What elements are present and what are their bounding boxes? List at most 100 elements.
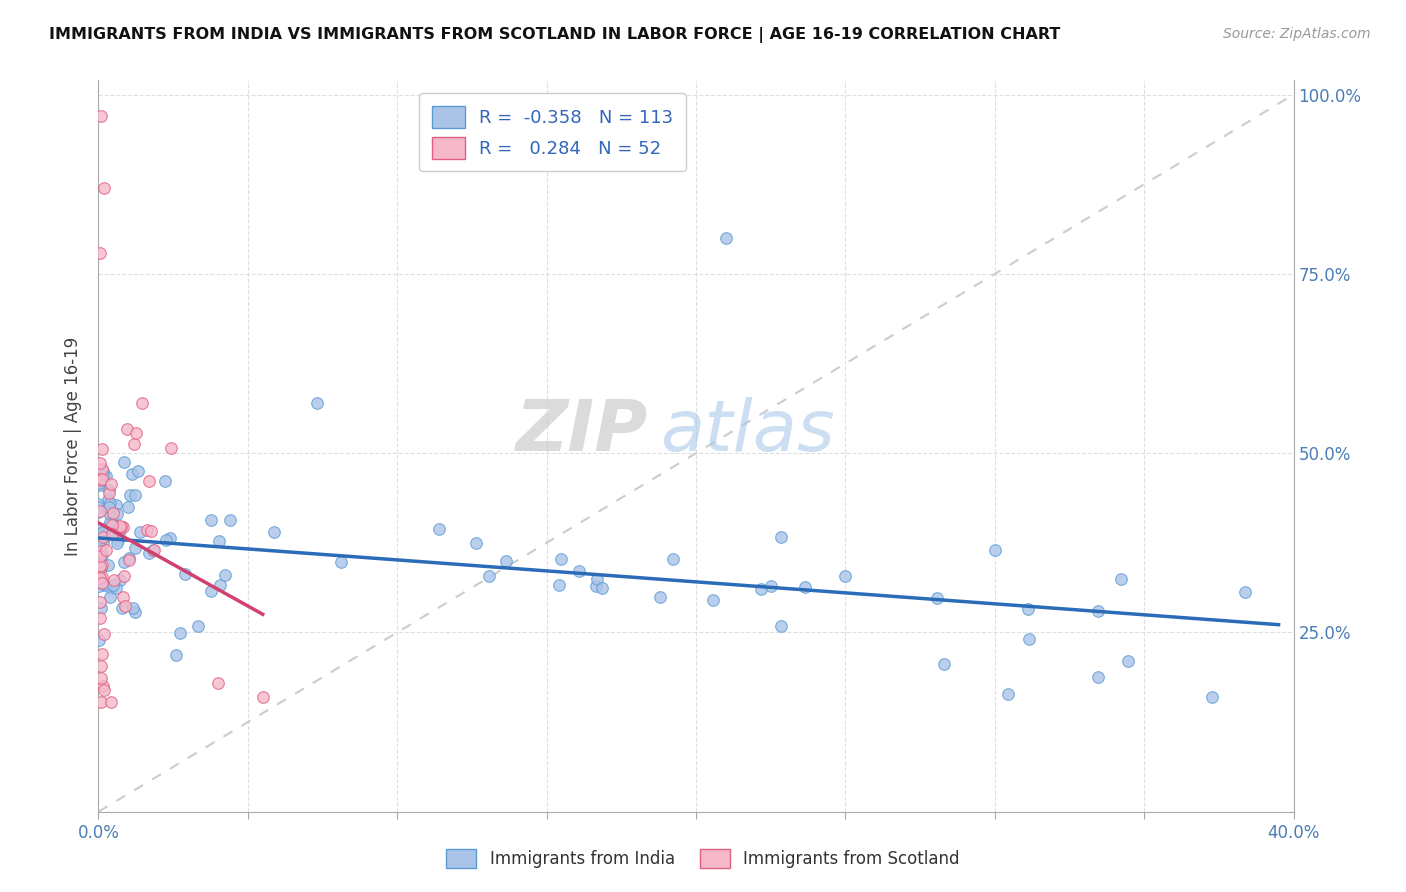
- Point: [89, 473, 111, 487]
- Point: [1018, 632, 1040, 646]
- Point: [111, 601, 134, 615]
- Point: [115, 422, 138, 436]
- Point: [200, 512, 222, 526]
- Point: [110, 520, 132, 534]
- Point: [87, 500, 110, 515]
- Point: [89, 540, 111, 554]
- Point: [87, 521, 110, 535]
- Point: [662, 552, 685, 566]
- Point: [98, 496, 121, 510]
- Point: [124, 488, 146, 502]
- Point: [567, 564, 589, 578]
- Point: [208, 534, 231, 549]
- Point: [108, 518, 131, 533]
- Point: [89, 456, 111, 470]
- Point: [93, 578, 115, 592]
- Point: [93, 683, 115, 698]
- Point: [984, 542, 1007, 557]
- Point: [103, 506, 125, 520]
- Point: [997, 687, 1019, 701]
- Point: [91, 525, 114, 540]
- Point: [90, 671, 112, 685]
- Point: [139, 524, 162, 538]
- Point: [138, 546, 160, 560]
- Point: [90, 601, 112, 615]
- Point: [98, 483, 121, 497]
- Point: [118, 553, 141, 567]
- Point: [91, 570, 114, 584]
- Legend: R =  -0.358   N = 113, R =   0.284   N = 52: R = -0.358 N = 113, R = 0.284 N = 52: [419, 93, 686, 171]
- Point: [112, 568, 135, 582]
- Point: [330, 555, 353, 569]
- Point: [932, 657, 955, 671]
- Point: [107, 533, 129, 547]
- Point: [427, 522, 450, 536]
- Point: [159, 531, 181, 545]
- Point: [87, 579, 110, 593]
- Point: [125, 426, 148, 441]
- Point: [207, 675, 229, 690]
- Point: [759, 579, 782, 593]
- Point: [208, 577, 231, 591]
- Point: [110, 573, 132, 587]
- Point: [103, 573, 125, 587]
- Point: [91, 536, 114, 550]
- Point: [91, 469, 114, 483]
- Point: [769, 619, 792, 633]
- Point: [648, 590, 671, 604]
- Y-axis label: In Labor Force | Age 16-19: In Labor Force | Age 16-19: [65, 336, 83, 556]
- Point: [100, 527, 122, 541]
- Point: [101, 524, 124, 539]
- Point: [94, 469, 117, 483]
- Point: [91, 472, 114, 486]
- Point: [101, 578, 124, 592]
- Point: [91, 576, 114, 591]
- Point: [112, 555, 135, 569]
- Point: [114, 599, 136, 613]
- Point: [121, 467, 143, 482]
- Point: [94, 530, 117, 544]
- Point: [138, 474, 160, 488]
- Point: [1111, 572, 1133, 586]
- Point: [89, 549, 111, 563]
- Point: [98, 500, 121, 514]
- Point: [100, 695, 122, 709]
- Point: [89, 571, 111, 585]
- Point: [165, 648, 187, 662]
- Point: [111, 590, 134, 604]
- Point: [93, 627, 115, 641]
- Point: [98, 515, 121, 529]
- Point: [87, 545, 110, 559]
- Point: [834, 569, 856, 583]
- Point: [97, 558, 120, 572]
- Point: [87, 632, 110, 647]
- Legend: Immigrants from India, Immigrants from Scotland: Immigrants from India, Immigrants from S…: [440, 843, 966, 875]
- Point: [98, 590, 121, 604]
- Point: [98, 485, 121, 500]
- Point: [112, 455, 135, 469]
- Point: [90, 543, 112, 558]
- Point: [187, 619, 209, 633]
- Text: ZIP: ZIP: [516, 397, 648, 466]
- Point: [105, 536, 128, 550]
- Point: [305, 396, 328, 410]
- Point: [127, 464, 149, 478]
- Point: [214, 568, 236, 582]
- Point: [87, 569, 110, 583]
- Point: [585, 579, 607, 593]
- Point: [91, 679, 114, 693]
- Point: [174, 567, 197, 582]
- Point: [105, 498, 128, 512]
- Point: [159, 442, 181, 456]
- Point: [97, 493, 120, 508]
- Point: [141, 543, 163, 558]
- Point: [749, 582, 772, 597]
- Point: [93, 181, 115, 195]
- Point: [1116, 654, 1139, 668]
- Point: [87, 533, 110, 547]
- Point: [927, 591, 949, 605]
- Point: [591, 582, 613, 596]
- Point: [1087, 669, 1109, 683]
- Point: [100, 518, 122, 533]
- Point: [89, 610, 111, 624]
